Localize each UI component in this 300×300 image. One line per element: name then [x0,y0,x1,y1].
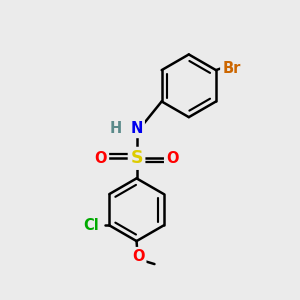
Text: Br: Br [222,61,241,76]
Text: S: S [130,149,143,167]
Text: N: N [130,121,143,136]
Text: O: O [94,151,107,166]
Text: H: H [110,121,122,136]
Text: O: O [166,151,178,166]
Text: Cl: Cl [83,218,99,233]
Text: O: O [132,249,144,264]
